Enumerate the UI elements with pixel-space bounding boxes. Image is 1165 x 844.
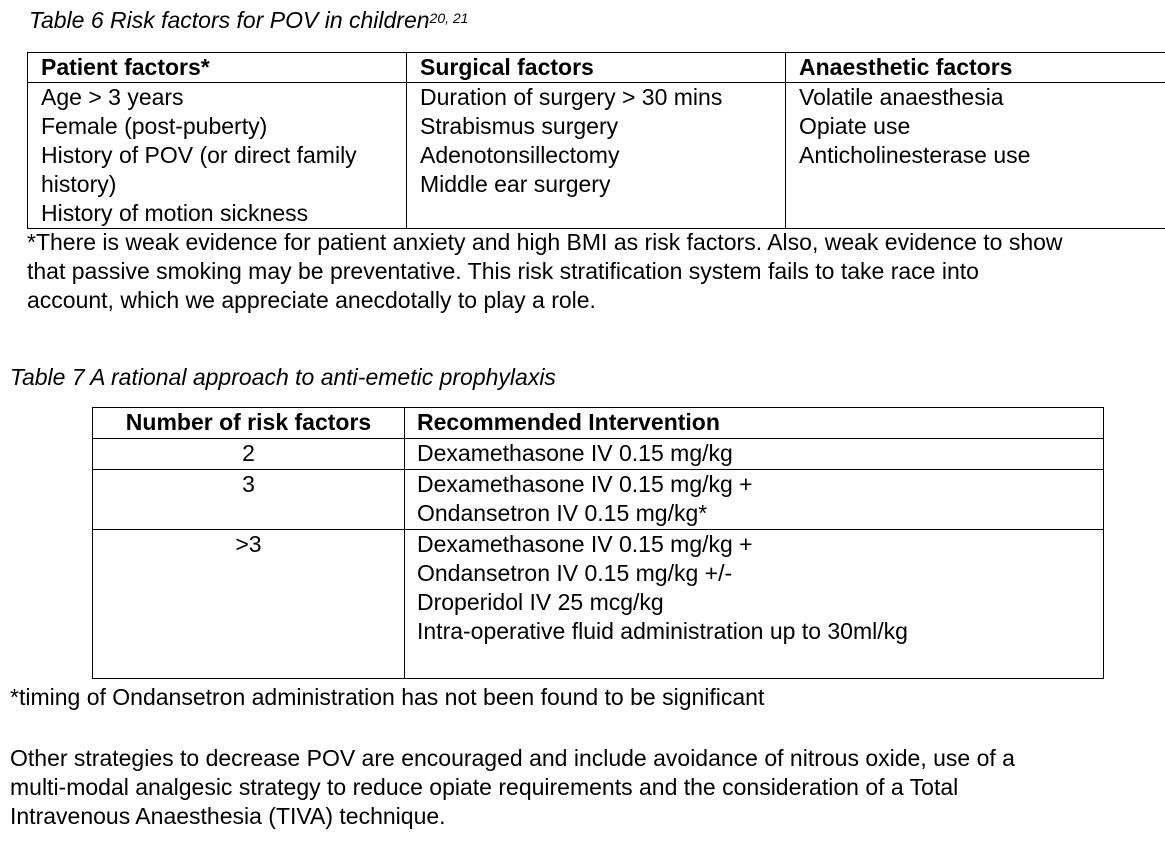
risk-count-cell: 2 bbox=[92, 438, 405, 470]
risk-count-cell: 3 bbox=[92, 469, 405, 530]
header-anaesthetic-factors: Anaesthetic factors bbox=[785, 52, 1165, 83]
list-item: Female (post-puberty) bbox=[41, 113, 268, 139]
intervention-line: Dexamethasone IV 0.15 mg/kg + bbox=[417, 471, 753, 497]
list-item: Volatile anaesthesia bbox=[799, 84, 1004, 110]
table6-caption: Table 6 Risk factors for POV in children… bbox=[29, 6, 468, 34]
footnote-line: that passive smoking may be preventative… bbox=[27, 258, 979, 284]
list-item: Duration of surgery > 30 mins bbox=[420, 84, 723, 110]
closing-paragraph: Other strategies to decrease POV are enc… bbox=[10, 744, 1015, 831]
table-row: 3 Dexamethasone IV 0.15 mg/kg + Ondanset… bbox=[92, 469, 1104, 530]
prophylaxis-table: Number of risk factors Recommended Inter… bbox=[92, 407, 1104, 679]
header-recommended-intervention: Recommended Intervention bbox=[404, 407, 1104, 439]
intervention-line: Ondansetron IV 0.15 mg/kg +/- bbox=[417, 560, 733, 586]
patient-factors-cell: Age > 3 years Female (post-puberty) Hist… bbox=[27, 82, 407, 229]
header-number-of-risk-factors: Number of risk factors bbox=[92, 407, 405, 439]
list-item: Opiate use bbox=[799, 113, 911, 139]
table6-caption-text: Table 6 Risk factors for POV in children bbox=[29, 7, 430, 33]
header-surgical-factors: Surgical factors bbox=[406, 52, 786, 83]
list-item: History of POV (or direct family bbox=[41, 142, 357, 168]
intervention-line: Dexamethasone IV 0.15 mg/kg + bbox=[417, 531, 753, 557]
list-item: Adenotonsillectomy bbox=[420, 142, 620, 168]
paragraph-line: Intravenous Anaesthesia (TIVA) technique… bbox=[10, 803, 446, 829]
surgical-factors-cell: Duration of surgery > 30 mins Strabismus… bbox=[406, 82, 786, 229]
list-item: Age > 3 years bbox=[41, 84, 184, 110]
paragraph-line: Other strategies to decrease POV are enc… bbox=[10, 745, 1015, 771]
footnote-line: *There is weak evidence for patient anxi… bbox=[27, 229, 1063, 255]
intervention-line: Dexamethasone IV 0.15 mg/kg bbox=[417, 440, 733, 466]
intervention-cell: Dexamethasone IV 0.15 mg/kg + Ondansetro… bbox=[404, 529, 1104, 679]
risk-factors-table: Patient factors* Surgical factors Anaest… bbox=[27, 52, 1165, 229]
paragraph-line: multi-modal analgesic strategy to reduce… bbox=[10, 774, 959, 800]
intervention-line: Droperidol IV 25 mcg/kg bbox=[417, 589, 664, 615]
table-row: >3 Dexamethasone IV 0.15 mg/kg + Ondanse… bbox=[92, 529, 1104, 679]
intervention-line: Intra-operative fluid administration up … bbox=[417, 618, 908, 644]
list-item: Strabismus surgery bbox=[420, 113, 619, 139]
table6-caption-reference: 20, 21 bbox=[429, 10, 469, 26]
risk-count-cell: >3 bbox=[92, 529, 405, 679]
table6-footnote: *There is weak evidence for patient anxi… bbox=[27, 228, 1063, 315]
anaesthetic-factors-cell: Volatile anaesthesia Opiate use Antichol… bbox=[785, 82, 1165, 229]
table7-caption: Table 7 A rational approach to anti-emet… bbox=[10, 364, 556, 390]
table-row: 2 Dexamethasone IV 0.15 mg/kg bbox=[92, 438, 1104, 470]
table7-footnote: *timing of Ondansetron administration ha… bbox=[10, 684, 765, 710]
list-item: Anticholinesterase use bbox=[799, 142, 1031, 168]
table-row: Age > 3 years Female (post-puberty) Hist… bbox=[27, 82, 1165, 229]
intervention-cell: Dexamethasone IV 0.15 mg/kg bbox=[404, 438, 1104, 470]
list-item: Middle ear surgery bbox=[420, 171, 611, 197]
table-header-row: Number of risk factors Recommended Inter… bbox=[92, 407, 1104, 439]
table-header-row: Patient factors* Surgical factors Anaest… bbox=[27, 52, 1165, 83]
list-item: history) bbox=[41, 171, 117, 197]
header-patient-factors: Patient factors* bbox=[27, 52, 407, 83]
list-item: History of motion sickness bbox=[41, 200, 309, 226]
intervention-line: Ondansetron IV 0.15 mg/kg* bbox=[417, 500, 708, 526]
footnote-line: account, which we appreciate anecdotally… bbox=[27, 287, 596, 313]
intervention-cell: Dexamethasone IV 0.15 mg/kg + Ondansetro… bbox=[404, 469, 1104, 530]
